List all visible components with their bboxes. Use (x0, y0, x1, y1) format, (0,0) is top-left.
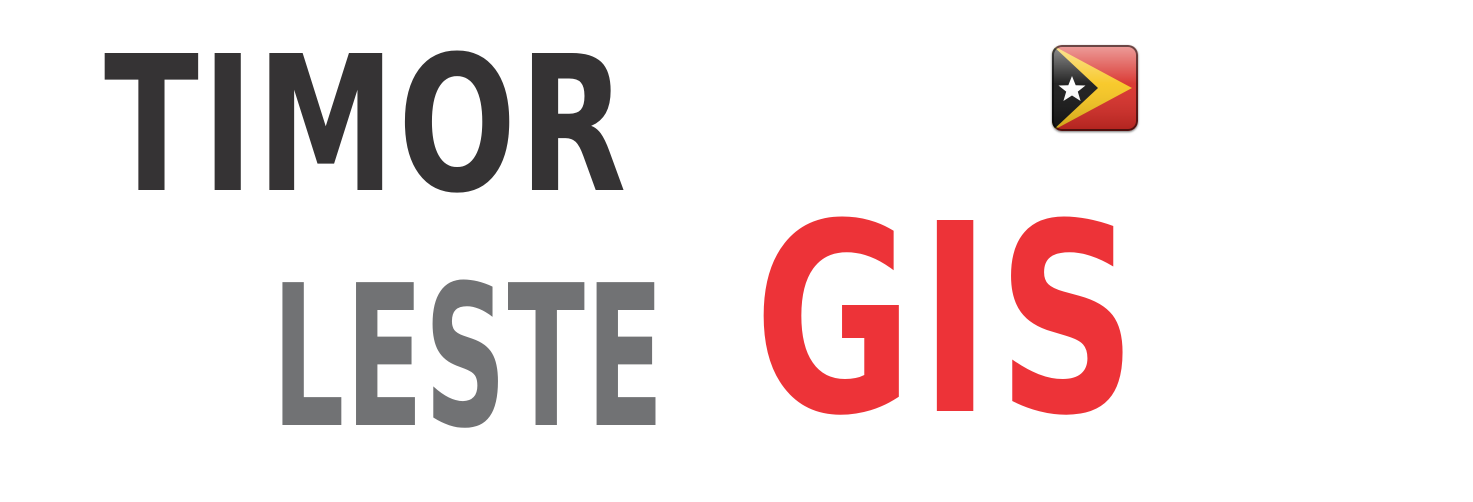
timor-leste-flag-icon (1052, 45, 1138, 131)
logo-word-leste: LESTE (272, 244, 665, 472)
logo-word-gis: GIS (754, 168, 1143, 473)
logo-word-timor: TIMOR (104, 16, 630, 235)
flag-frame (1052, 45, 1138, 131)
flag-gloss (1052, 45, 1138, 131)
